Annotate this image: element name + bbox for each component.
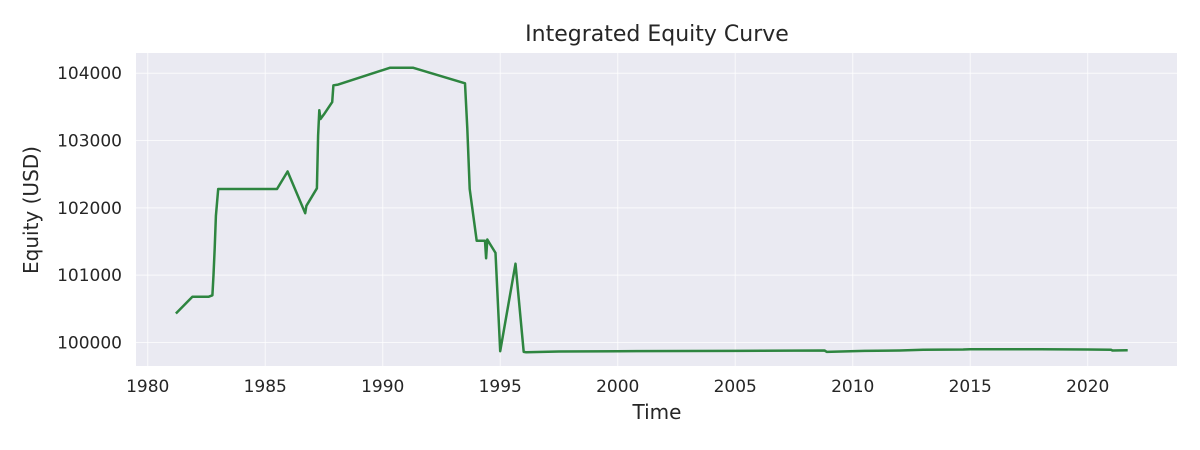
y-tick-label: 102000 [57,199,122,219]
x-axis-ticks: 1980 1985 1990 1995 2000 2005 2010 2015 2020 [126,377,1109,397]
grid-lines [136,53,1177,366]
x-tick-label: 1985 [244,377,287,397]
y-tick-label: 100000 [57,333,122,353]
x-tick-label: 2010 [831,377,874,397]
x-tick-label: 1990 [361,377,404,397]
y-axis-label: Equity (USD) [19,146,43,274]
equity-series-line [175,66,1128,354]
x-tick-label: 2020 [1066,377,1109,397]
y-tick-label: 104000 [57,64,122,84]
x-tick-label: 2015 [949,377,992,397]
y-axis-ticks: 100000 101000 102000 103000 104000 [57,64,122,353]
y-tick-label: 101000 [57,266,122,286]
plot-area [136,53,1177,366]
x-tick-label: 2000 [596,377,639,397]
chart-title: Integrated Equity Curve [525,22,789,47]
y-tick-label: 103000 [57,132,122,152]
x-tick-label: 1980 [126,377,169,397]
x-tick-label: 2005 [714,377,757,397]
x-axis-label: Time [632,400,682,424]
x-tick-label: 1995 [479,377,522,397]
